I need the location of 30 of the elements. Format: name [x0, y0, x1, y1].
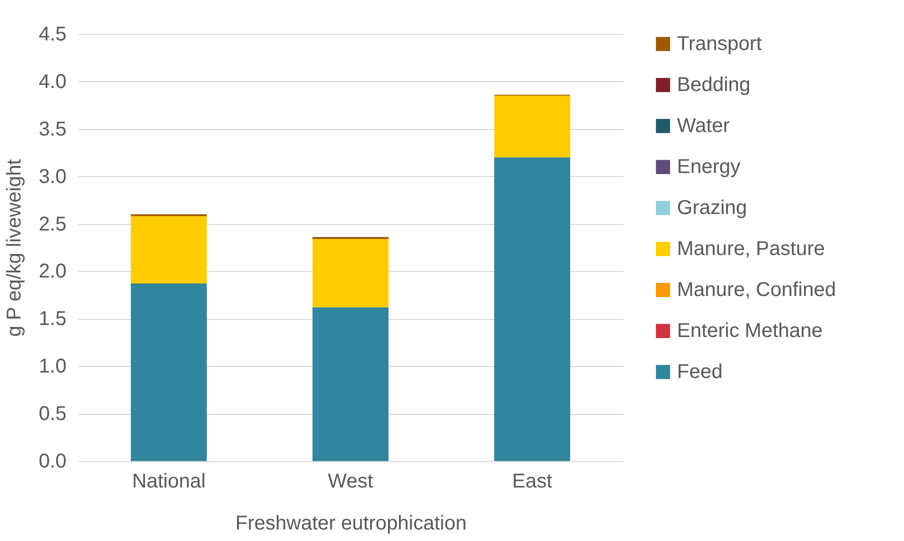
x-tick-label: East [512, 470, 553, 492]
x-tick-label: West [328, 470, 374, 492]
x-tick-label: National [132, 470, 206, 492]
y-tick-label: 0.5 [38, 403, 66, 426]
bar [494, 157, 570, 461]
legend-label: Transport [677, 33, 762, 55]
y-tick-label: 0.0 [38, 450, 66, 472]
y-tick-label: 2.5 [38, 213, 66, 236]
legend-label: Water [677, 115, 730, 137]
y-tick-label: 4.0 [38, 70, 66, 93]
legend-label: Manure, Pasture [677, 238, 825, 260]
legend-label: Manure, Confined [677, 279, 836, 301]
y-tick-label: 3.5 [38, 118, 66, 140]
bar [312, 307, 388, 461]
y-axis-title: g P eq/kg liveweight [4, 158, 26, 337]
y-tick-label: 1.0 [38, 356, 66, 378]
legend-label: Bedding [677, 74, 750, 96]
y-tick-label: 2.0 [38, 260, 66, 283]
bar [312, 238, 388, 308]
legend-label: Feed [677, 361, 723, 383]
bar [130, 216, 207, 284]
y-tick-label: 3.0 [38, 166, 66, 188]
legend-label: Grazing [677, 197, 748, 219]
bar [130, 284, 207, 461]
y-tick-label: 1.5 [38, 308, 66, 330]
y-tick-label: 4.5 [38, 24, 66, 46]
bar [494, 96, 570, 158]
legend-label: Energy [677, 156, 740, 178]
legend-label: Enteric Methane [677, 320, 823, 342]
x-axis-title: Freshwater eutrophication [235, 512, 467, 534]
